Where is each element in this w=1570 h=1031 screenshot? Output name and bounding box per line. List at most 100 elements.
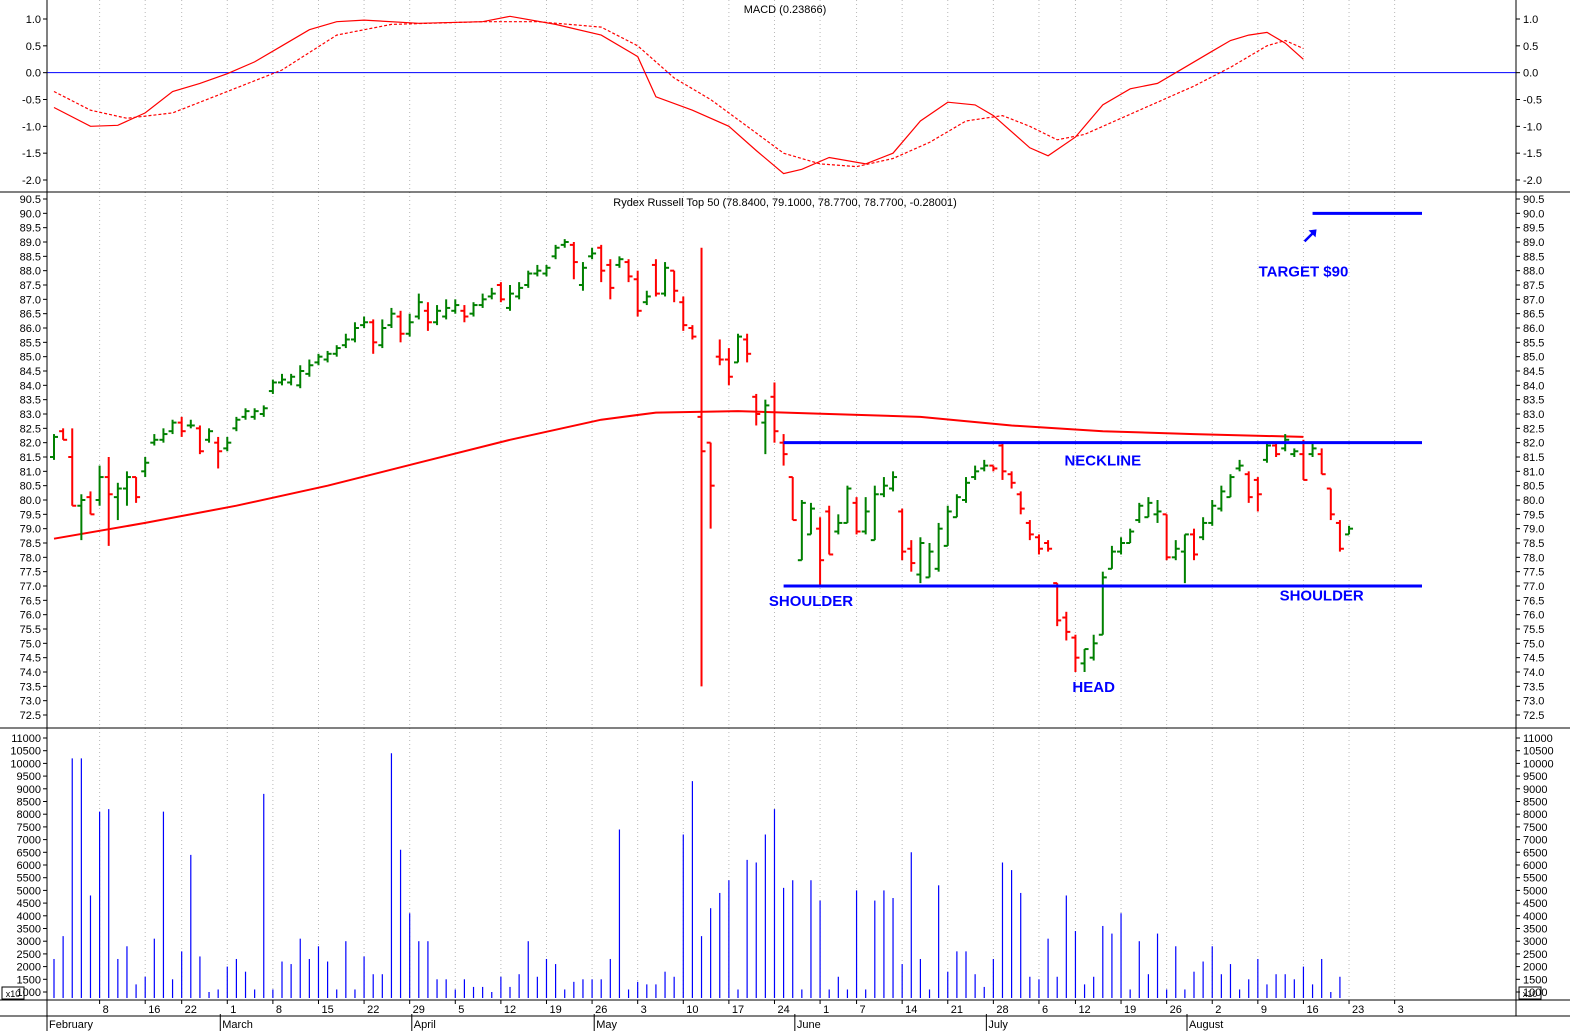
ohlc-bar <box>898 508 907 561</box>
date-tick-label: 29 <box>413 1004 425 1016</box>
price-axis-label-right: 75.0 <box>1523 638 1544 650</box>
price-axis-label-left: 77.0 <box>20 581 41 593</box>
ohlc-bar <box>1135 502 1144 523</box>
ohlc-bar <box>1226 474 1235 499</box>
price-axis-label-right: 89.5 <box>1523 223 1544 235</box>
ohlc-bar <box>515 282 524 300</box>
date-tick-label: 8 <box>103 1004 109 1016</box>
price-axis-label-right: 75.5 <box>1523 624 1544 636</box>
ohlc-bar <box>387 307 396 328</box>
ohlc-bar <box>1317 448 1326 476</box>
ohlc-bar <box>396 310 405 343</box>
price-axis-label-right: 87.0 <box>1523 294 1544 306</box>
volume-multiplier-box-right <box>1518 986 1542 1000</box>
ohlc-bar <box>1299 439 1308 481</box>
ohlc-bar <box>1262 442 1271 463</box>
ohlc-bar <box>624 259 633 283</box>
volume-panel: x10 x10 <box>1 753 1542 1000</box>
price-axis-label-left: 78.5 <box>20 538 41 550</box>
ohlc-bar <box>934 522 943 572</box>
ohlc-bar <box>341 333 350 349</box>
ohlc-bar <box>797 500 806 562</box>
price-axis-label-right: 89.0 <box>1523 237 1544 249</box>
ohlc-bar <box>861 497 870 535</box>
price-axis-label-right: 79.5 <box>1523 509 1544 521</box>
price-axis-label-left: 84.5 <box>20 366 41 378</box>
volume-axis-label-left: 7000 <box>17 835 41 847</box>
ohlc-bar <box>496 282 505 303</box>
volume-axis-label-left: 11000 <box>11 733 41 745</box>
ohlc-bar <box>423 302 432 331</box>
ohlc-bar <box>442 299 451 320</box>
volume-axis-label-left: 1500 <box>17 974 41 986</box>
price-title: Rydex Russell Top 50 (78.8400, 79.1000, … <box>613 197 957 209</box>
ohlc-bar <box>542 264 551 277</box>
ohlc-bar <box>1180 533 1189 584</box>
macd-axis-label-right: 0.0 <box>1523 68 1538 80</box>
ohlc-bar <box>241 408 250 420</box>
volume-axis-label-left: 10500 <box>10 746 41 758</box>
ohlc-bar <box>314 353 323 366</box>
ohlc-bar <box>1217 485 1226 512</box>
price-axis-label-right: 79.0 <box>1523 524 1544 536</box>
macd-axis-label-right: -2.0 <box>1523 175 1542 187</box>
price-axis-label-left: 79.5 <box>20 509 41 521</box>
date-tick-label: 2 <box>1215 1004 1221 1016</box>
price-axis-label-right: 84.5 <box>1523 366 1544 378</box>
ohlc-bar <box>615 256 624 268</box>
ohlc-bar <box>59 428 68 441</box>
price-axis-label-left: 81.5 <box>20 452 41 464</box>
ohlc-bar <box>925 543 934 579</box>
macd-axis-label-right: -1.5 <box>1523 148 1542 160</box>
ohlc-bar <box>524 270 533 288</box>
ohlc-bar <box>734 333 742 364</box>
price-axis-label-right: 84.0 <box>1523 380 1544 392</box>
ohlc-bar <box>1034 534 1043 555</box>
ohlc-bar <box>1044 540 1053 552</box>
volume-axis-label-left: 3500 <box>17 924 41 936</box>
date-tick-label: 9 <box>1261 1004 1267 1016</box>
ohlc-bar <box>451 299 460 314</box>
ohlc-bar <box>332 345 341 357</box>
ohlc-bar <box>460 305 469 323</box>
date-tick-label: 12 <box>504 1004 516 1016</box>
price-axis-label-left: 90.5 <box>20 194 41 206</box>
macd-axis-label-left: -2.0 <box>22 175 41 187</box>
ohlc-bar <box>779 434 788 466</box>
price-axis-label-left: 86.5 <box>20 309 41 321</box>
price-axis-label-right: 90.0 <box>1523 208 1544 220</box>
volume-axis-label-left: 3000 <box>17 936 41 948</box>
price-axis-label-right: 77.5 <box>1523 567 1544 579</box>
price-axis-label-left: 86.0 <box>20 323 41 335</box>
price-axis-label-left: 85.0 <box>20 352 41 364</box>
price-axis-label-left: 75.0 <box>20 638 41 650</box>
volume-axis-label-left: 9500 <box>17 771 41 783</box>
price-axis-label-left: 87.0 <box>20 294 41 306</box>
price-axis-label-right: 85.5 <box>1523 337 1544 349</box>
ohlc-bar <box>697 247 706 687</box>
ohlc-bar <box>287 373 296 386</box>
ohlc-bar <box>1208 500 1217 526</box>
ohlc-bar <box>1080 648 1089 672</box>
ohlc-bar <box>670 269 679 303</box>
price-axis-label-right: 81.5 <box>1523 452 1544 464</box>
ohlc-bar <box>506 285 514 311</box>
volume-axis-label-right: 10000 <box>1523 758 1554 770</box>
ohlc-bar <box>1290 448 1299 457</box>
price-axis-label-right: 82.5 <box>1523 423 1544 435</box>
ohlc-bar <box>825 505 834 556</box>
volume-axis-label-right: 1000 <box>1523 987 1547 999</box>
month-label: June <box>797 1019 821 1031</box>
date-tick-label: 14 <box>905 1004 917 1016</box>
ohlc-bar <box>1326 487 1335 521</box>
ohlc-bar <box>1335 520 1344 552</box>
grid-layer <box>99 0 1396 1000</box>
date-tick-label: 22 <box>367 1004 379 1016</box>
ohlc-bar <box>159 428 168 443</box>
volume-axis-label-left: 2000 <box>17 962 41 974</box>
ohlc-bar <box>214 436 223 469</box>
ohlc-bar <box>533 264 542 277</box>
date-tick-label: 3 <box>641 1004 647 1016</box>
ohlc-bar <box>879 477 888 498</box>
ohlc-bar <box>296 365 305 389</box>
